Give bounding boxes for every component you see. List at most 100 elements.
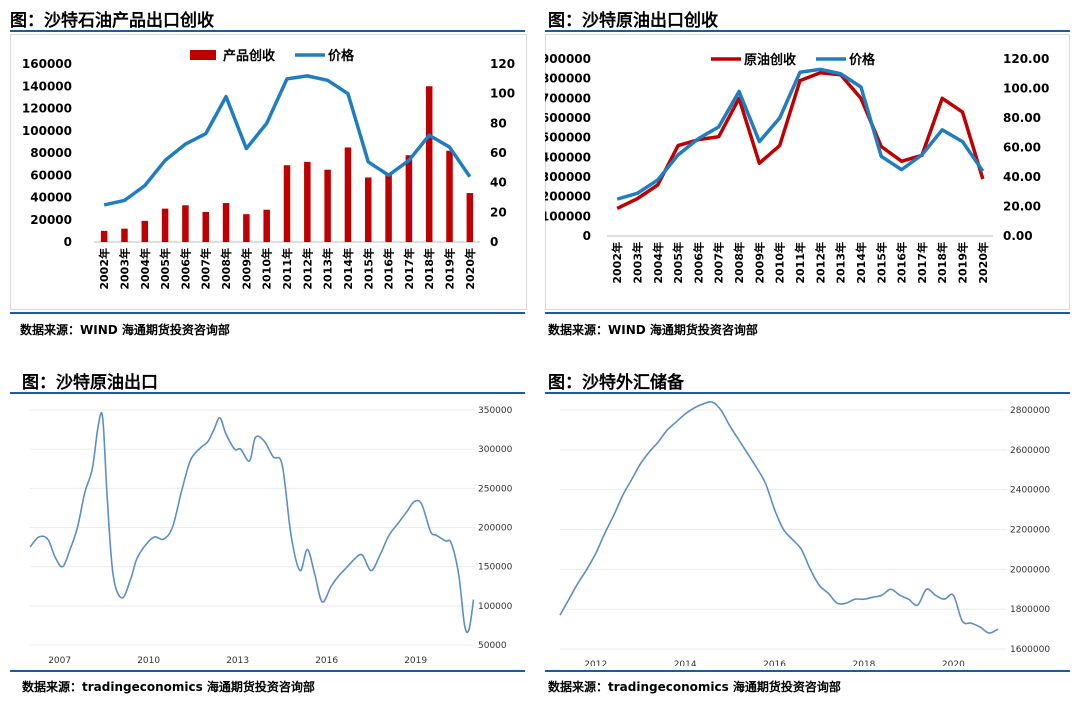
x-tick-label: 2006年 [178,248,192,290]
chart-title-crude-export-revenue: 图：沙特原油出口创收 [548,11,718,31]
x-tick-label: 2019年 [956,242,970,284]
chart-frame [545,34,1070,310]
title-rule [545,30,1070,32]
y-tick-label-right: 100 [490,87,515,101]
series-line [616,67,985,201]
x-tick-label: 2019 [404,656,427,666]
bar [365,177,372,242]
bar [304,161,311,242]
bar [263,209,270,242]
y-tick-label-left: 500000 [545,131,591,145]
x-tick-label: 2012年 [300,248,314,290]
chart-source: 数据来源：WIND 海通期货投资咨询部 [548,323,758,337]
bar [182,205,189,242]
x-tick-label: 2010年 [260,248,274,290]
x-tick-label: 2017年 [915,242,929,284]
chart-frame [10,34,527,310]
x-tick-label: 2013年 [321,248,335,290]
series-line [103,74,472,207]
y-tick-label-left: 800000 [545,72,591,86]
title-rule [545,392,1070,394]
y-tick-label-left: 200000 [545,190,591,204]
y-tick-label-right: 80.00 [1003,111,1041,125]
y-tick-label-right: 40 [490,176,507,190]
y-tick-label-right: 60 [490,146,507,160]
x-tick-label: 2014 [674,660,697,666]
x-tick-label: 2011年 [280,248,294,290]
x-tick-label: 2002年 [97,248,111,290]
y-tick-label-right: 20 [490,205,507,219]
bar [405,155,413,242]
x-tick-label: 2003年 [117,248,131,290]
bar [161,208,169,242]
y-tick-label-left: 40000 [30,191,72,205]
y-tick-label-left: 140000 [22,79,72,93]
x-tick-label: 2008年 [732,242,746,284]
x-tick-label: 2003年 [630,242,644,284]
series-line [29,412,475,634]
x-tick-label: 2020年 [463,248,477,290]
chart-product-export-revenue: 0 20000 40000 60000 80000 100000 120000 140000 1… [22,48,515,290]
bar [243,214,250,242]
bar [202,211,209,242]
y-tick-label: 250000 [478,484,513,494]
bar [283,165,291,242]
x-tick-label: 2016年 [895,242,909,284]
title-rule [10,392,525,394]
x-tick-label: 2010 [137,656,160,666]
y-tick-label-left: 80000 [30,146,72,160]
bar [446,150,453,242]
legend-label: 价格 [849,52,876,68]
source-rule [10,670,525,672]
y-tick-label-left: 60000 [30,168,72,182]
x-tick-label: 2007 [48,656,71,666]
y-tick-label: 300000 [478,445,513,455]
y-tick-label-right: 0.00 [1003,229,1033,243]
y-tick-label-left: 0 [583,229,591,243]
y-tick-label: 50000 [478,641,507,651]
x-tick-label: 2020年 [976,242,990,284]
y-tick-label-right: 120.00 [1003,52,1049,66]
y-tick-label-left: 20000 [30,213,72,227]
bar [100,230,108,242]
x-tick-label: 2018年 [422,248,436,290]
y-tick-label-right: 40.00 [1003,170,1041,184]
x-tick-label: 2016年 [382,248,396,290]
series-line [559,400,999,634]
y-tick-label: 1600000 [1010,645,1050,655]
legend-label: 产品创收 [223,48,276,64]
x-tick-label: 2020 [942,660,965,666]
y-tick-label: 2200000 [1010,526,1050,536]
y-tick-label-right: 80 [490,116,507,130]
y-tick-label: 200000 [478,524,513,534]
x-tick-label: 2018年 [935,242,949,284]
bar [141,220,149,242]
bar [425,86,433,242]
bar [344,147,352,242]
chart-crude-export-revenue: 0 100000 200000 300000 400000 500000 600000 700… [545,52,1049,284]
legend-label: 原油创收 [744,52,797,68]
chart-crude-exports: 50000 100000 150000 200000 250000 300000 35000… [29,406,513,666]
x-tick-label: 2011年 [793,242,807,284]
y-tick-label-left: 900000 [545,52,591,66]
y-tick-label-left: 700000 [545,91,591,105]
y-tick-label-right: 0 [490,235,498,249]
bar [121,228,128,242]
x-tick-label: 2007年 [199,248,213,290]
y-tick-label: 2000000 [1010,565,1050,575]
legend-label: 价格 [328,48,355,64]
bar [466,193,474,242]
chart-source: 数据来源：tradingeconomics 海通期货投资咨询部 [548,680,841,694]
x-tick-label: 2009年 [239,248,253,290]
x-tick-label: 2005年 [671,242,685,284]
x-tick-label: 2006年 [691,242,705,284]
chart-source: 数据来源：tradingeconomics 海通期货投资咨询部 [22,680,315,694]
x-tick-label: 2004年 [651,242,665,284]
y-tick-label-right: 60.00 [1003,141,1041,155]
y-tick-label: 1800000 [1010,605,1050,615]
y-tick-label-left: 100000 [545,209,591,223]
y-tick-label-left: 0 [64,235,72,249]
legend-swatch [190,50,216,60]
series-line [616,71,985,211]
x-tick-label: 2002年 [610,242,624,284]
